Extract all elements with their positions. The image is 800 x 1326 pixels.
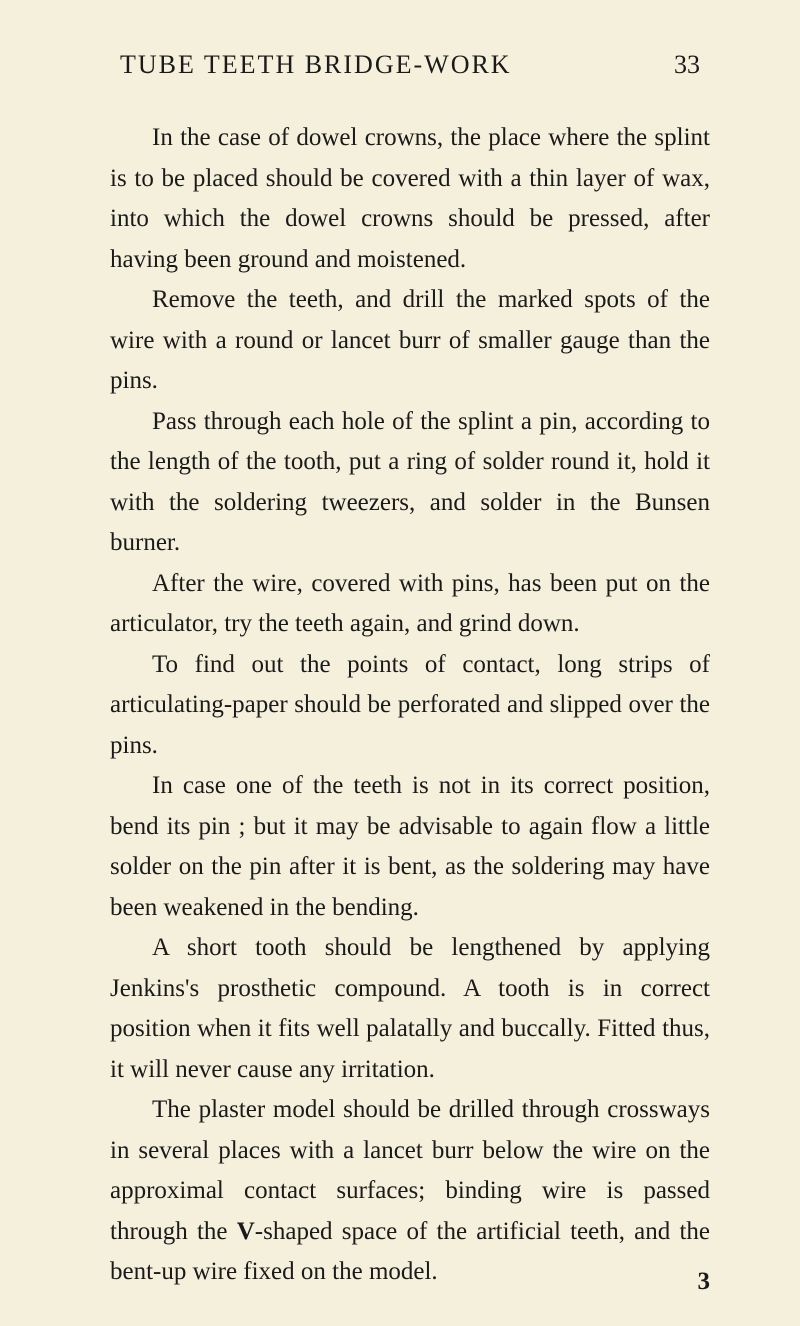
- bold-letter-v: V: [237, 1218, 255, 1245]
- footer-number: 3: [698, 1268, 711, 1296]
- body-paragraph: A short tooth should be lengthened by ap…: [110, 928, 710, 1090]
- page-header: TUBE TEETH BRIDGE-WORK 33: [110, 50, 710, 80]
- body-paragraph: In the case of dowel crowns, the place w…: [110, 118, 710, 280]
- body-paragraph: Pass through each hole of the splint a p…: [110, 402, 710, 564]
- page-number: 33: [674, 50, 700, 80]
- body-paragraph: Remove the teeth, and drill the marked s…: [110, 280, 710, 402]
- header-title: TUBE TEETH BRIDGE-WORK: [120, 50, 512, 80]
- body-paragraph: After the wire, covered with pins, has b…: [110, 564, 710, 645]
- body-paragraph: To find out the points of contact, long …: [110, 645, 710, 767]
- body-paragraph: In case one of the teeth is not in its c…: [110, 766, 710, 928]
- body-paragraph: The plaster model should be drilled thro…: [110, 1090, 710, 1293]
